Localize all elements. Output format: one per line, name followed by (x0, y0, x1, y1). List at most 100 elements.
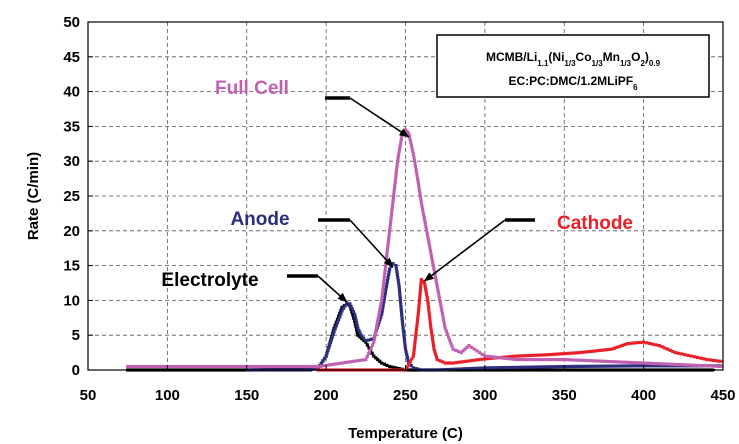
data-point (392, 186, 397, 191)
data-point (399, 308, 403, 312)
data-point (607, 359, 611, 364)
data-point (402, 335, 406, 339)
data-point (374, 325, 379, 329)
data-point (387, 232, 391, 236)
data-point (662, 362, 666, 366)
data-point (471, 366, 475, 371)
data-point (150, 364, 154, 369)
data-point (561, 352, 565, 356)
data-point (495, 366, 499, 370)
data-point (568, 364, 572, 369)
data-point (382, 280, 386, 284)
data-point (671, 349, 675, 354)
data-point (393, 183, 397, 188)
data-point (286, 364, 291, 369)
data-point (516, 365, 521, 369)
data-point (538, 353, 542, 357)
data-point (574, 364, 579, 369)
data-point (410, 146, 414, 150)
data-point (410, 357, 414, 361)
data-point (289, 364, 293, 369)
data-point (651, 342, 655, 346)
data-point (592, 349, 597, 353)
data-point (463, 347, 467, 351)
annotation-arrow (423, 219, 506, 282)
data-point (666, 364, 670, 368)
data-point (372, 337, 376, 341)
data-point (327, 346, 331, 350)
data-point (304, 364, 308, 369)
data-point (376, 357, 380, 362)
data-point (659, 362, 663, 366)
data-point (504, 365, 508, 370)
data-point (477, 351, 482, 355)
data-point (712, 364, 716, 368)
data-point (364, 357, 368, 362)
data-point (444, 329, 448, 333)
data-point (412, 158, 417, 163)
data-point (459, 367, 463, 371)
data-point (633, 361, 637, 365)
data-point (335, 321, 340, 325)
data-point (414, 367, 418, 371)
data-point (665, 347, 670, 351)
data-point (689, 354, 693, 358)
data-point (377, 313, 381, 317)
data-point (405, 365, 409, 369)
data-point (486, 354, 490, 358)
data-point (541, 365, 545, 369)
data-point (254, 364, 258, 369)
data-point (417, 183, 421, 187)
data-point (497, 356, 501, 360)
data-point (592, 359, 596, 363)
data-point (438, 299, 442, 303)
data-point (196, 364, 200, 369)
data-point (383, 294, 387, 298)
data-point (564, 351, 568, 356)
data-point (414, 168, 418, 172)
y-tick-label: 25 (63, 188, 80, 205)
data-point (426, 304, 431, 309)
data-point (601, 359, 605, 363)
data-point (235, 364, 240, 369)
data-point (434, 278, 438, 283)
data-point (474, 366, 478, 370)
x-tick-label: 400 (631, 387, 656, 404)
data-point (429, 329, 433, 333)
data-point (621, 360, 626, 364)
data-point (319, 361, 323, 365)
data-point (427, 243, 431, 247)
y-tick-label: 5 (72, 327, 80, 344)
data-point (407, 362, 411, 367)
data-point (412, 345, 417, 349)
data-point (260, 364, 264, 369)
data-point (398, 147, 402, 151)
data-point (379, 301, 383, 305)
data-point (451, 347, 455, 351)
data-point (380, 361, 384, 365)
data-point (443, 361, 447, 365)
data-point (383, 265, 388, 269)
data-point (153, 364, 157, 369)
annotation-label: Cathode (557, 213, 633, 234)
data-point (283, 364, 288, 369)
data-point (378, 318, 382, 322)
data-point (385, 247, 390, 251)
data-point (280, 364, 285, 369)
data-point (385, 253, 389, 257)
data-point (381, 289, 385, 293)
data-point (406, 358, 410, 362)
data-point (418, 286, 423, 290)
legend-line1-mid2: Co (576, 50, 592, 64)
data-point (461, 349, 465, 353)
data-point (398, 299, 403, 303)
data-point (462, 367, 466, 371)
data-point (599, 364, 603, 368)
data-point (673, 362, 677, 367)
data-point (329, 338, 334, 342)
y-tick-label: 40 (63, 84, 80, 101)
data-point (431, 261, 435, 265)
annotation-anode: Anode (230, 209, 394, 268)
data-point (450, 367, 454, 371)
data-point (382, 297, 386, 301)
